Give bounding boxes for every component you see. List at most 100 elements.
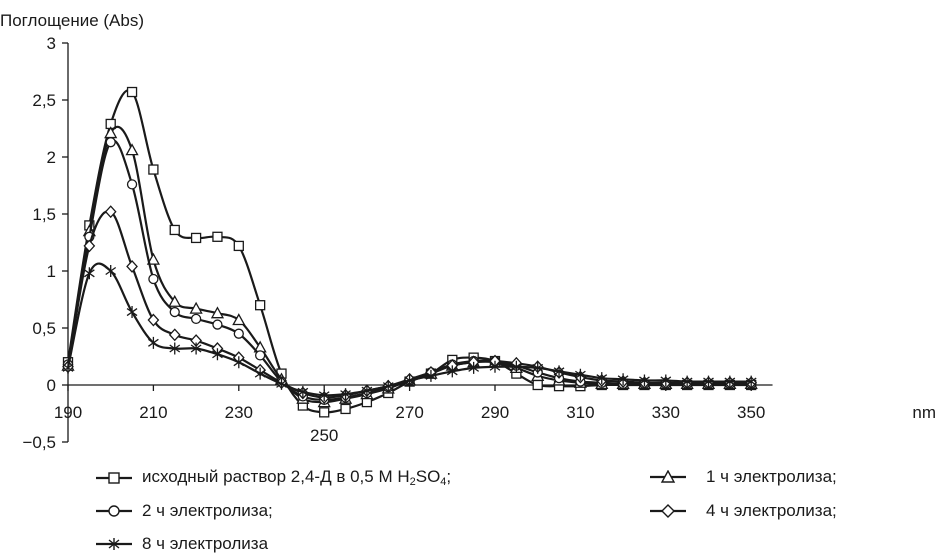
- axes: −0,5 0 0,5 1 1,5 2 2,5 3 190 210 230 250 270 290 310 33…: [22, 34, 773, 452]
- data-point-asterisk: [425, 369, 437, 382]
- legend-item-2h: 2 ч электролиза;: [96, 501, 273, 521]
- data-point-square: [532, 379, 543, 391]
- data-point-diamond: [168, 328, 181, 342]
- x-tick-label: 230: [225, 403, 253, 422]
- legend-item-1h: 1 ч электролиза;: [650, 467, 837, 487]
- y-tick-label: 0: [47, 376, 56, 395]
- data-point-square: [254, 300, 266, 311]
- y-tick-label: 2,5: [32, 91, 56, 110]
- data-point-asterisk: [745, 375, 757, 388]
- data-point-square: [212, 231, 223, 242]
- x-tick-label: 190: [54, 403, 82, 422]
- data-point-asterisk: [639, 374, 650, 387]
- data-point-asterisk: [276, 377, 287, 390]
- data-point-triangle: [210, 306, 225, 319]
- data-point-circle: [126, 179, 138, 190]
- data-point-asterisk: [510, 360, 522, 373]
- data-point-circle: [212, 319, 223, 330]
- data-point-asterisk: [468, 361, 480, 374]
- y-tick-label: 3: [47, 34, 56, 53]
- data-point-circle: [148, 273, 159, 285]
- data-point-diamond: [126, 259, 138, 273]
- series-circle: [62, 137, 757, 405]
- data-point-circle: [169, 306, 180, 318]
- legend-label-8h: 8 ч электролиза: [142, 534, 269, 553]
- x-tick-label: 290: [481, 403, 509, 422]
- data-point-asterisk: [446, 365, 458, 378]
- x-tick-label: 330: [652, 403, 680, 422]
- x-tick-label: 250: [310, 426, 338, 445]
- data-point-square: [169, 224, 180, 236]
- data-point-asterisk: [169, 342, 181, 355]
- x-tick-label: 310: [566, 403, 594, 422]
- data-point-circle: [254, 350, 266, 361]
- series-triangle: [61, 125, 758, 408]
- data-point-square: [340, 403, 351, 415]
- legend-label-4h: 4 ч электролиза;: [706, 501, 837, 520]
- data-point-diamond: [104, 205, 117, 219]
- y-tick-label: 2: [47, 148, 56, 167]
- series-line-circle: [66, 139, 752, 401]
- series-square: [62, 86, 757, 418]
- series-line-square: [66, 89, 752, 414]
- data-point-asterisk: [532, 361, 544, 374]
- data-point-asterisk: [404, 374, 415, 387]
- data-point-asterisk: [83, 267, 95, 280]
- data-point-asterisk: [297, 385, 309, 398]
- data-point-square: [148, 164, 159, 175]
- data-point-circle: [233, 328, 244, 339]
- data-point-asterisk: [361, 384, 373, 397]
- data-point-asterisk: [340, 388, 351, 401]
- legend-marker-square: [96, 471, 132, 484]
- legend-label-1h: 1 ч электролиза;: [706, 467, 837, 486]
- x-tick-label: 270: [395, 403, 423, 422]
- data-point-square: [190, 232, 202, 244]
- y-tick-label: 1: [47, 262, 56, 281]
- legend-marker-triangle: [650, 470, 686, 483]
- data-point-diamond: [147, 313, 160, 327]
- data-point-asterisk: [148, 336, 159, 349]
- data-point-triangle: [189, 301, 203, 314]
- data-point-triangle: [168, 294, 182, 307]
- x-tick-label: 210: [139, 403, 167, 422]
- data-point-asterisk: [703, 375, 714, 388]
- data-point-asterisk: [596, 372, 608, 385]
- y-tick-label: 1,5: [32, 205, 56, 224]
- data-point-circle: [190, 313, 202, 325]
- data-point-asterisk: [62, 361, 74, 374]
- legend-item-8h: 8 ч электролиза: [96, 534, 268, 554]
- data-point-triangle: [146, 252, 160, 265]
- data-point-square: [126, 86, 138, 98]
- data-point-asterisk: [105, 265, 117, 277]
- series-asterisk: [62, 262, 757, 402]
- x-tick-label: 350: [737, 403, 765, 422]
- legend-marker-diamond: [650, 504, 686, 518]
- data-point-triangle: [232, 313, 246, 326]
- data-point-square: [233, 240, 244, 252]
- data-point-asterisk: [553, 365, 565, 378]
- data-point-asterisk: [660, 374, 672, 387]
- data-point-asterisk: [724, 375, 736, 388]
- series-line-triangle: [66, 125, 752, 404]
- data-point-asterisk: [575, 368, 586, 381]
- data-point-asterisk: [489, 360, 501, 373]
- data-point-asterisk: [617, 373, 629, 386]
- data-point-asterisk: [254, 367, 266, 380]
- data-point-diamond: [83, 239, 96, 253]
- data-point-asterisk: [190, 342, 202, 355]
- series-layer: [61, 86, 758, 418]
- y-tick-label: −0,5: [22, 433, 56, 452]
- data-point-square: [319, 407, 330, 418]
- data-point-asterisk: [318, 389, 330, 402]
- y-axis-label: Поглощение (Abs): [0, 11, 144, 30]
- data-point-asterisk: [212, 348, 223, 361]
- data-point-circle: [105, 137, 116, 148]
- legend-label-initial: исходный раствор 2,4-Д в 0,5 М H2SO4;: [142, 467, 452, 488]
- legend-marker-circle: [96, 505, 132, 517]
- legend-item-initial: исходный раствор 2,4-Д в 0,5 М H2SO4;: [96, 467, 451, 488]
- legend-item-4h: 4 ч электролиза;: [650, 501, 837, 521]
- data-point-asterisk: [233, 356, 245, 369]
- legend-label-2h: 2 ч электролиза;: [142, 501, 273, 520]
- y-tick-label: 0,5: [32, 319, 56, 338]
